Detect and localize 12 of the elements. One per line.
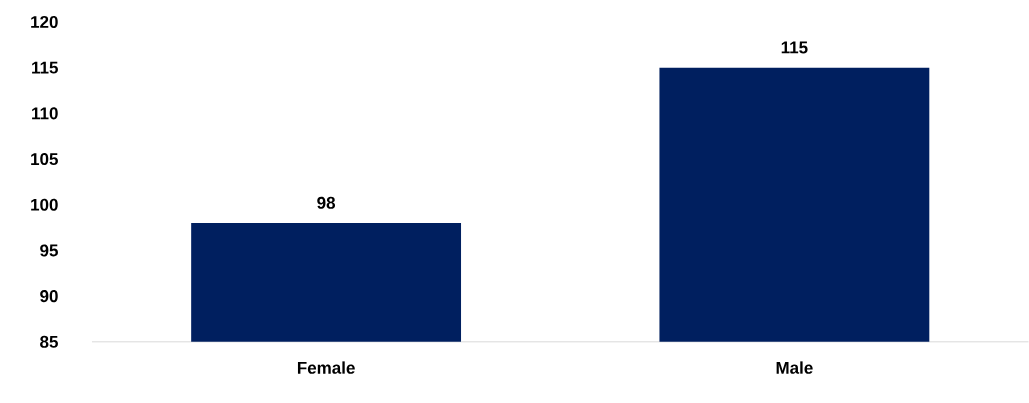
y-tick-label: 100	[31, 198, 58, 211]
y-tick-label: 95	[40, 244, 58, 257]
data-label: 115	[781, 41, 808, 54]
x-tick-label: Female	[297, 361, 355, 374]
y-tick-label: 90	[40, 290, 58, 303]
data-label: 98	[317, 196, 336, 209]
y-tick-label: 85	[40, 335, 58, 348]
x-tick-label: Male	[776, 361, 813, 374]
y-tick-label: 120	[31, 16, 58, 29]
y-tick-label: 105	[31, 153, 58, 166]
y-tick-label: 115	[32, 61, 58, 74]
y-tick-label: 110	[32, 107, 58, 120]
